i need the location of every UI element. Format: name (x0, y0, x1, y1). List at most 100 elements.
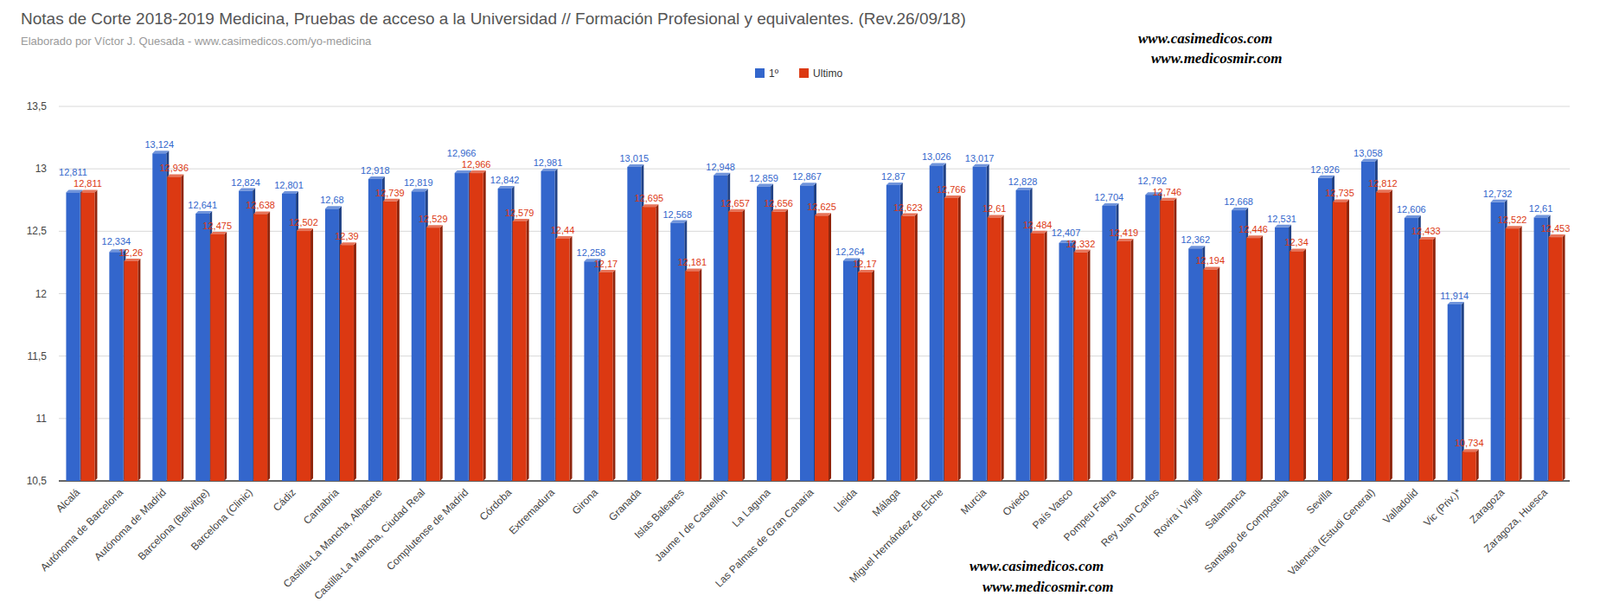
bar (1030, 233, 1045, 481)
bar (1058, 243, 1073, 481)
bar (325, 208, 340, 481)
bar-top (1101, 203, 1119, 206)
y-tick-label: 11,5 (27, 350, 48, 363)
data-label: 12,502 (288, 217, 319, 228)
y-tick-label: 11 (36, 412, 48, 425)
bar-top (1030, 230, 1048, 234)
bar-top (281, 191, 299, 194)
bar-side (871, 269, 875, 481)
bar-top (195, 211, 212, 214)
x-tick-label: Granada (606, 486, 644, 524)
bar (944, 198, 959, 481)
x-tick-label: Extremadura (506, 486, 558, 538)
bar-side (137, 258, 141, 481)
bar-side (1130, 238, 1133, 481)
bar (843, 260, 858, 481)
bar (800, 185, 814, 481)
bar-side (483, 170, 487, 481)
legend-label: 1º (768, 67, 780, 80)
data-label: 12,531 (1267, 213, 1297, 224)
data-label: 12,641 (187, 199, 218, 211)
bar (901, 216, 916, 481)
bar-top (684, 268, 702, 271)
bar-side (828, 212, 832, 481)
data-label: 12,842 (490, 174, 520, 186)
data-label: 12,811 (58, 166, 88, 178)
x-tick-label: Cádiz (270, 486, 299, 514)
y-tick-label: 13 (35, 162, 48, 175)
bar-side (1476, 448, 1479, 481)
bar-top (1016, 187, 1033, 191)
bar-top (1419, 236, 1436, 240)
data-label: 12,638 (245, 199, 276, 211)
data-label: 12,695 (634, 192, 665, 204)
bar (583, 261, 598, 481)
data-label: 12,926 (1310, 164, 1340, 175)
bar-top (1505, 225, 1523, 229)
data-label: 12,475 (202, 220, 232, 231)
bar-top (972, 164, 990, 167)
bar-top (1548, 234, 1566, 237)
bar-top (469, 170, 487, 173)
y-tick-label: 12 (35, 288, 48, 301)
data-label: 13,124 (144, 139, 174, 150)
bar (1361, 161, 1376, 481)
data-label: 12,446 (1238, 224, 1268, 235)
data-label: 12,966 (461, 159, 492, 170)
data-label: 12,657 (720, 198, 750, 209)
data-labels: 12,81112,81112,2612,33412,93613,12412,47… (58, 139, 1570, 448)
bar (512, 221, 527, 481)
bar-side (1346, 198, 1350, 481)
data-label: 12,453 (1541, 223, 1571, 234)
data-label: 12,529 (418, 213, 448, 224)
x-tick-label: La Laguna (729, 486, 774, 530)
bar (1073, 252, 1088, 481)
x-tick-label: Rey Juan Carlos (1098, 486, 1162, 550)
data-label: 12,264 (835, 246, 865, 257)
bar-side (310, 228, 314, 481)
bar-side (1389, 189, 1393, 481)
bar (1116, 241, 1131, 481)
bar-top (1159, 198, 1177, 201)
x-tick-label: Zaragoza, Huesca (1481, 486, 1550, 555)
bar-side (1044, 230, 1048, 481)
bar (598, 272, 613, 481)
bar-top (383, 198, 400, 202)
bar-side (1216, 266, 1220, 481)
legend: 1º Ultimo (755, 67, 843, 80)
bar (454, 172, 469, 481)
bar-top (325, 205, 342, 209)
bar (886, 185, 901, 481)
data-label: 12,68 (320, 194, 345, 205)
bar-top (756, 184, 774, 187)
x-tick-label: Las Palmas de Gran Canaria (712, 486, 817, 590)
data-label: 12,801 (274, 179, 304, 191)
bar-top (1318, 175, 1335, 179)
data-label: 12,568 (662, 209, 692, 220)
x-tick-label: Sevilla (1304, 486, 1335, 517)
x-tick-label: Lleida (831, 486, 860, 515)
bar-side (1001, 214, 1005, 481)
x-labels: AlcaláAutónoma de BarcelonaAutónoma de M… (38, 486, 1550, 602)
x-tick-label: Málaga (870, 486, 903, 519)
bar-side (353, 242, 357, 481)
bar-top (814, 212, 832, 216)
data-label: 12,433 (1411, 225, 1441, 237)
legend-swatch (799, 68, 809, 78)
bar-top (1246, 235, 1263, 238)
legend-label: Ultimo (812, 67, 843, 80)
x-tick-label: Autónoma de Madrid (91, 486, 169, 564)
bar (1376, 192, 1390, 481)
data-label: 12,181 (677, 256, 707, 268)
watermark: www.casimedicos.com (1138, 30, 1273, 47)
legend-swatch (755, 68, 765, 78)
bar (498, 188, 512, 481)
data-label: 12,26 (119, 247, 144, 258)
bar-top (210, 231, 227, 235)
data-label: 12,407 (1051, 227, 1082, 238)
data-label: 12,606 (1396, 204, 1427, 215)
bar-top (728, 209, 745, 212)
data-label: 12,746 (1152, 186, 1182, 198)
bar (641, 206, 656, 481)
bar-top (339, 242, 357, 245)
